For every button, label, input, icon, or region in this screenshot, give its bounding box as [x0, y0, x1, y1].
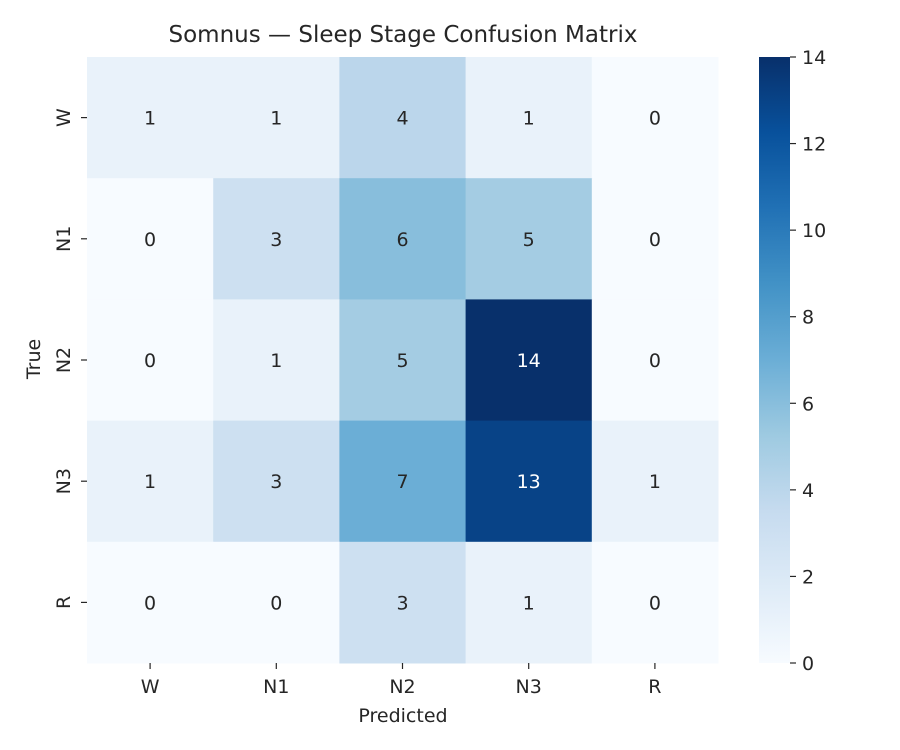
cell-value-label: 13 [517, 471, 541, 493]
colorbar-tick-label: 4 [802, 480, 814, 502]
chart-title: Somnus — Sleep Stage Confusion Matrix [169, 22, 638, 48]
heatmap-cell-N2-R [591, 299, 719, 422]
heatmap-cells: 1 1 4 1 00 3 6 5 00 1 5 14 01 3 7 13 10 0 3 1 0 [87, 57, 719, 664]
cell-value-label: 0 [649, 350, 661, 372]
heatmap-cell-R-W [87, 541, 214, 664]
heatmap-cell-W-N1 [213, 57, 340, 179]
cell-value-label: 6 [396, 229, 408, 251]
x-tick-label: N1 [263, 676, 289, 698]
x-tick-label: W [141, 676, 160, 698]
colorbar-tick-label: 2 [802, 566, 814, 588]
colorbar-tick-label: 10 [802, 220, 826, 242]
heatmap-cell-R-N2 [339, 541, 467, 664]
heatmap-cell-W-N3 [465, 57, 593, 179]
y-axis-ticks: W N1 N2 N3 R [53, 108, 87, 609]
heatmap-cell-N1-R [591, 178, 719, 300]
heatmap-cell-N1-N1 [213, 178, 340, 300]
heatmap-cell-W-N2 [339, 57, 467, 179]
heatmap-cell-N2-N1 [213, 299, 340, 422]
y-tick-label: N3 [53, 468, 75, 494]
heatmap-cell-R-N1 [213, 541, 340, 664]
cell-value-label: 0 [144, 350, 156, 372]
x-axis-label: Predicted [358, 705, 447, 727]
heatmap-cell-W-R [591, 57, 719, 179]
cell-value-label: 0 [649, 229, 661, 251]
cell-value-label: 1 [270, 108, 282, 130]
y-tick-label: N1 [53, 226, 75, 252]
heatmap-cell-N3-W [87, 420, 214, 543]
heatmap-cell-W-W [87, 57, 214, 179]
colorbar-tick-label: 14 [802, 47, 826, 69]
colorbar-gradient [759, 57, 790, 663]
heatmap-cell-N2-W [87, 299, 214, 422]
colorbar-tick-label: 12 [802, 134, 826, 156]
cell-value-label: 3 [396, 592, 408, 614]
cell-value-label: 3 [270, 471, 282, 493]
x-tick-label: R [648, 676, 661, 698]
heatmap-cell-N2-N2 [339, 299, 467, 422]
cell-value-label: 0 [270, 592, 282, 614]
heatmap-cell-N1-W [87, 178, 214, 300]
cell-value-label: 5 [523, 229, 535, 251]
heatmap-cell-N2-N3 [465, 299, 593, 422]
cell-value-label: 1 [523, 108, 535, 130]
y-tick-label: N2 [53, 347, 75, 373]
y-axis-label: True [23, 339, 45, 380]
x-tick-label: N2 [389, 676, 415, 698]
cell-value-label: 1 [523, 592, 535, 614]
cell-value-label: 14 [517, 350, 541, 372]
heatmap-cell-R-N3 [465, 541, 593, 664]
x-tick-label: N3 [516, 676, 542, 698]
colorbar-tick-label: 6 [802, 393, 814, 415]
heatmap-cell-N1-N2 [339, 178, 467, 300]
heatmap-cell-N3-R [591, 420, 719, 543]
heatmap-cell-R-R [591, 541, 719, 664]
y-tick-label: R [53, 596, 75, 609]
y-tick-label: W [53, 108, 75, 127]
x-axis-ticks: W N1 N2 N3 R [141, 663, 662, 698]
cell-value-label: 5 [396, 350, 408, 372]
heatmap-cell-N3-N3 [465, 420, 593, 543]
cell-value-label: 1 [144, 108, 156, 130]
colorbar: 0 2 4 6 8 10 12 14 [759, 47, 826, 675]
colorbar-tick-label: 0 [802, 653, 814, 675]
cell-value-label: 4 [396, 108, 408, 130]
heatmap-cell-N1-N3 [465, 178, 593, 300]
cell-value-label: 1 [144, 471, 156, 493]
cell-value-label: 1 [270, 350, 282, 372]
cell-value-label: 0 [649, 108, 661, 130]
cell-value-label: 1 [649, 471, 661, 493]
heatmap-cell-N3-N1 [213, 420, 340, 543]
cell-value-label: 0 [649, 592, 661, 614]
cell-value-label: 0 [144, 229, 156, 251]
cell-value-label: 7 [396, 471, 408, 493]
heatmap-cell-N3-N2 [339, 420, 467, 543]
cell-value-label: 0 [144, 592, 156, 614]
colorbar-tick-label: 8 [802, 307, 814, 329]
cell-value-label: 3 [270, 229, 282, 251]
